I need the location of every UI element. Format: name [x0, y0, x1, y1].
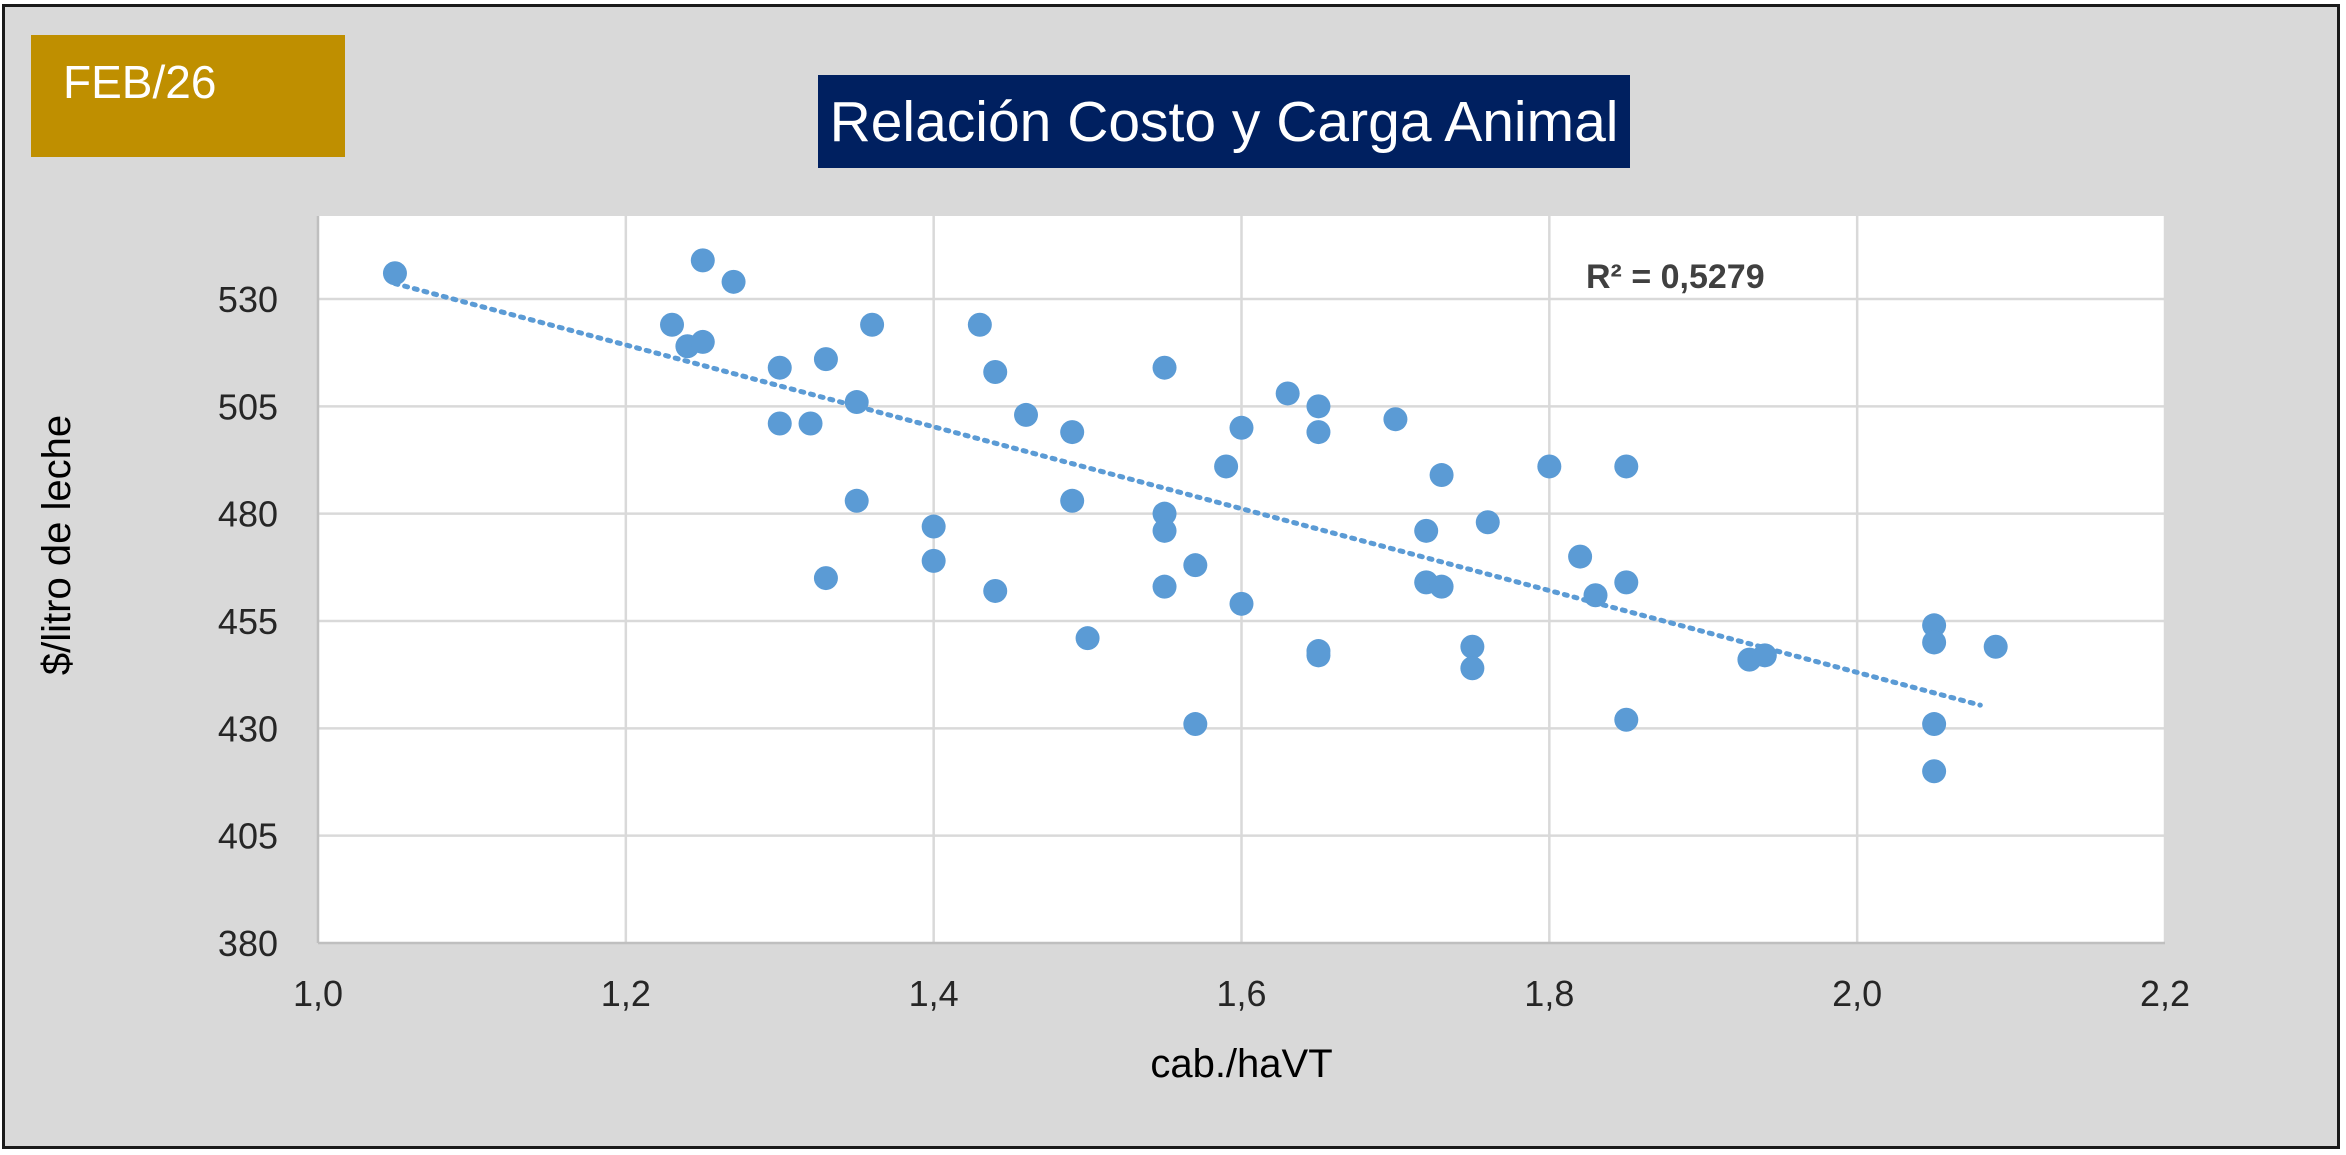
- data-point: [767, 411, 792, 436]
- data-point: [813, 347, 838, 372]
- data-point: [1152, 518, 1177, 543]
- data-point: [690, 248, 715, 273]
- x-tick-label: 1,6: [1216, 973, 1266, 1014]
- data-point: [1183, 553, 1208, 578]
- data-point: [1383, 407, 1408, 432]
- data-point: [983, 359, 1008, 384]
- data-point: [1568, 544, 1593, 569]
- y-tick-label: 455: [218, 601, 278, 642]
- data-point: [1152, 355, 1177, 380]
- data-point: [1060, 420, 1085, 445]
- x-tick-label: 1,0: [293, 973, 343, 1014]
- data-point: [1060, 488, 1085, 513]
- data-point: [721, 269, 746, 294]
- x-tick-label: 1,4: [909, 973, 959, 1014]
- data-point: [860, 312, 885, 337]
- data-point: [1414, 518, 1439, 543]
- data-point: [1306, 420, 1331, 445]
- data-point: [1152, 501, 1177, 526]
- data-point: [1306, 394, 1331, 419]
- data-point: [660, 312, 685, 337]
- r-squared-label: R² = 0,5279: [1586, 258, 1765, 296]
- data-point: [844, 488, 869, 513]
- x-tick-label: 2,0: [1832, 973, 1882, 1014]
- data-point: [767, 355, 792, 380]
- data-point: [690, 329, 715, 354]
- y-tick-label: 405: [218, 816, 278, 857]
- data-point: [1537, 454, 1562, 479]
- date-badge: FEB/26: [31, 35, 345, 157]
- data-point: [1922, 759, 1947, 784]
- data-point: [967, 312, 992, 337]
- x-tick-label: 1,8: [1524, 973, 1574, 1014]
- data-point: [983, 578, 1008, 603]
- data-point: [1922, 613, 1947, 638]
- data-point: [813, 566, 838, 591]
- chart-title: Relación Costo y Carga Animal: [829, 89, 1619, 154]
- x-tick-label: 1,2: [601, 973, 651, 1014]
- y-tick-label: 430: [218, 708, 278, 749]
- x-tick-label: 2,2: [2140, 973, 2190, 1014]
- data-point: [1183, 712, 1208, 737]
- data-point: [798, 411, 823, 436]
- data-point: [1614, 570, 1639, 595]
- y-tick-label: 505: [218, 386, 278, 427]
- x-axis-label: cab./haVT: [1150, 1042, 1332, 1086]
- data-point: [1306, 643, 1331, 668]
- data-point: [382, 261, 407, 286]
- data-point: [1460, 634, 1485, 659]
- data-point: [1229, 591, 1254, 616]
- y-tick-label: 380: [218, 923, 278, 964]
- chart-title-box: Relación Costo y Carga Animal: [818, 75, 1630, 168]
- trendline: [392, 281, 1983, 708]
- data-point: [1152, 574, 1177, 599]
- data-point: [1460, 656, 1485, 681]
- y-tick-label: 530: [218, 279, 278, 320]
- data-point: [1075, 626, 1100, 651]
- data-point: [1983, 634, 2008, 659]
- data-point: [1614, 454, 1639, 479]
- data-point: [1229, 415, 1254, 440]
- y-tick-label: 480: [218, 494, 278, 535]
- y-axis-label: $/litro de leche: [35, 415, 79, 675]
- data-point: [1429, 463, 1454, 488]
- data-point: [1214, 454, 1239, 479]
- data-point: [921, 548, 946, 573]
- date-badge-label: FEB/26: [63, 56, 217, 108]
- data-point: [1275, 381, 1300, 406]
- data-point: [1922, 712, 1947, 737]
- data-point: [1429, 574, 1454, 599]
- data-point: [1583, 583, 1608, 608]
- data-point: [1922, 630, 1947, 655]
- data-point: [1614, 707, 1639, 732]
- data-point: [1014, 402, 1039, 427]
- data-point: [844, 390, 869, 415]
- data-point: [1475, 510, 1500, 535]
- data-point: [1752, 643, 1777, 668]
- data-point: [921, 514, 946, 539]
